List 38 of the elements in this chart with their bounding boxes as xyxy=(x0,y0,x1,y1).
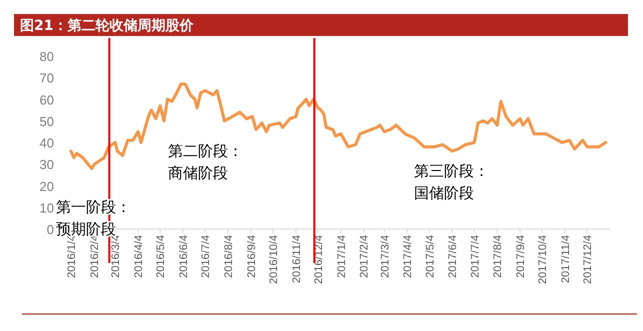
x-tick-label: 2017/4/4 xyxy=(402,235,414,278)
x-tick-label: 2017/8/4 xyxy=(492,235,504,278)
x-tick-label: 2016/8/4 xyxy=(223,235,236,278)
annotation: 第二阶段： xyxy=(168,142,243,160)
x-tick-label: 2016/4/4 xyxy=(133,235,146,278)
y-tick-label: 10 xyxy=(40,200,54,216)
x-tick-label: 2016/7/4 xyxy=(200,235,212,278)
x-tick-label: 2016/12/4 xyxy=(312,235,325,284)
x-tick-label: 2017/12/4 xyxy=(582,235,594,284)
x-tick-label: 2016/2/4 xyxy=(88,235,101,278)
x-tick-label: 2016/9/4 xyxy=(246,235,258,278)
x-tick-label: 2016/10/4 xyxy=(268,235,280,284)
x-tick-label: 2017/2/4 xyxy=(358,235,371,278)
x-tick-label: 2017/3/4 xyxy=(379,235,392,278)
x-tick-label: 2017/6/4 xyxy=(447,235,460,278)
y-tick-label: 0 xyxy=(46,222,54,237)
x-tick-label: 2016/3/4 xyxy=(110,235,122,278)
x-tick-label: 2017/10/4 xyxy=(537,235,550,284)
x-tick-label: 2016/6/4 xyxy=(178,235,190,278)
chart-title: 图21：第二轮收储周期股价 xyxy=(20,18,194,34)
x-tick-label: 2017/9/4 xyxy=(515,235,528,278)
x-tick-label: 2016/5/4 xyxy=(155,235,168,278)
y-tick-label: 50 xyxy=(40,114,54,129)
x-tick-label: 2017/5/4 xyxy=(424,235,436,278)
y-tick-label: 20 xyxy=(40,178,54,194)
y-tick-label: 80 xyxy=(40,49,54,64)
annotation: 第三阶段： xyxy=(414,162,489,180)
y-tick-label: 60 xyxy=(40,92,54,108)
y-tick-label: 30 xyxy=(40,157,54,172)
annotation: 商储阶段 xyxy=(168,164,228,182)
x-tick-label: 2017/1/4 xyxy=(336,235,348,278)
x-tick-label: 2017/7/4 xyxy=(469,235,482,278)
annotation: 国储阶段 xyxy=(414,184,474,202)
x-tick-label: 2016/1/4 xyxy=(66,235,78,278)
x-tick-label: 2016/11/4 xyxy=(290,235,303,284)
y-tick-label: 70 xyxy=(40,70,54,86)
y-tick-label: 40 xyxy=(40,136,54,150)
x-tick-label: 2017/11/4 xyxy=(560,235,572,284)
